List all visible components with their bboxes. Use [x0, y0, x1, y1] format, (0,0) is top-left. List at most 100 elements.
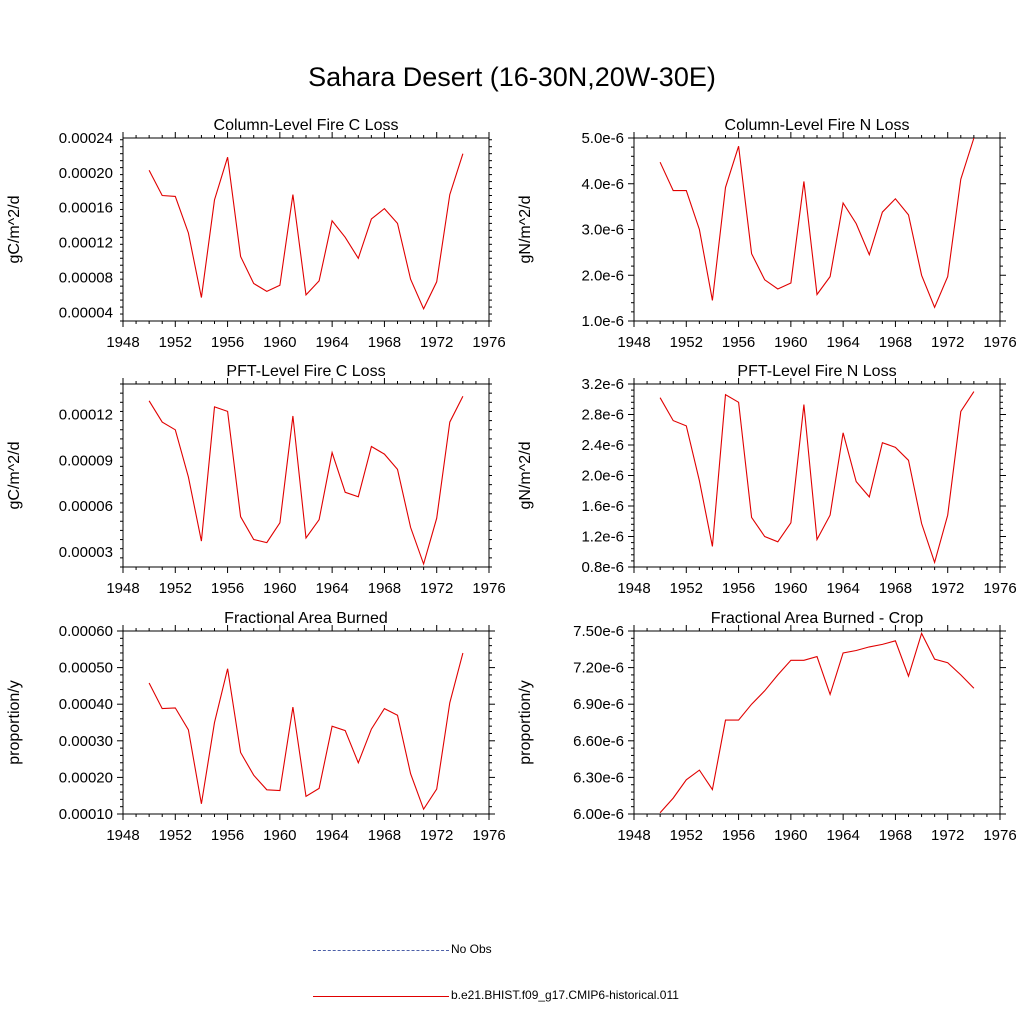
x-tick-label: 1960 [263, 827, 296, 844]
y-tick-label: 6.30e-6 [573, 769, 624, 786]
y-tick-label: 0.00016 [59, 200, 113, 217]
x-tick-label: 1956 [211, 827, 244, 844]
x-tick-label: 1948 [617, 334, 650, 351]
y-tick-label: 1.6e-6 [581, 498, 624, 515]
x-tick-label: 1972 [420, 580, 453, 597]
panel-title: Column-Level Fire N Loss [725, 117, 910, 134]
x-tick-label: 1952 [159, 580, 192, 597]
x-tick-label: 1968 [368, 827, 401, 844]
x-tick-label: 1952 [670, 580, 703, 597]
y-axis-label: gN/m^2/d [517, 196, 534, 264]
y-tick-label: 0.00010 [59, 806, 113, 823]
x-tick-label: 1976 [983, 580, 1016, 597]
x-tick-label: 1952 [670, 827, 703, 844]
panel-title: Column-Level Fire C Loss [214, 117, 399, 134]
x-tick-label: 1960 [774, 580, 807, 597]
plot-frame [122, 383, 490, 568]
x-tick-label: 1968 [879, 334, 912, 351]
x-tick-label: 1964 [315, 580, 348, 597]
series-line [148, 395, 464, 566]
x-tick-label: 1964 [315, 334, 348, 351]
plot-frame [122, 630, 490, 815]
x-tick-label: 1956 [722, 334, 755, 351]
y-tick-label: 0.00040 [59, 696, 113, 713]
x-tick-label: 1960 [263, 580, 296, 597]
y-tick-label: 0.00004 [59, 304, 113, 321]
y-tick-label: 0.00012 [59, 407, 113, 424]
y-tick-label: 3.2e-6 [581, 376, 624, 393]
y-axis-label: proportion/y [6, 680, 23, 765]
x-tick-label: 1964 [315, 827, 348, 844]
series-line [659, 391, 975, 565]
x-tick-label: 1968 [879, 827, 912, 844]
panel-title: PFT-Level Fire N Loss [737, 363, 896, 380]
y-tick-label: 0.00008 [59, 269, 113, 286]
y-axis-label: gC/m^2/d [6, 442, 23, 510]
panel-5: Fractional Area Burned proportion/y 1948 19… [6, 610, 506, 844]
series-line [148, 652, 464, 811]
x-tick-label: 1972 [931, 580, 964, 597]
x-tick-label: 1964 [826, 334, 859, 351]
y-tick-label: 0.00020 [59, 165, 113, 182]
y-tick-label: 2.8e-6 [581, 407, 624, 424]
y-tick-label: 0.00020 [59, 769, 113, 786]
x-tick-label: 1968 [368, 580, 401, 597]
panel-title: Fractional Area Burned - Crop [711, 610, 924, 627]
y-tick-label: 1.2e-6 [581, 529, 624, 546]
y-tick-label: 0.00012 [59, 235, 113, 252]
panel-title: Fractional Area Burned [224, 610, 388, 627]
x-tick-label: 1956 [211, 334, 244, 351]
y-tick-label: 7.20e-6 [573, 660, 624, 677]
x-tick-label: 1976 [472, 580, 505, 597]
y-axis-label: gN/m^2/d [517, 442, 534, 510]
y-tick-label: 2.4e-6 [581, 437, 624, 454]
x-tick-label: 1952 [159, 827, 192, 844]
series-line [659, 631, 975, 814]
x-tick-label: 1948 [617, 580, 650, 597]
x-tick-label: 1968 [368, 334, 401, 351]
y-axis-label: gC/m^2/d [6, 196, 23, 264]
y-tick-label: 0.00024 [59, 130, 113, 147]
series-line [659, 137, 975, 309]
y-tick-label: 7.50e-6 [573, 623, 624, 640]
panel-3: PFT-Level Fire C Loss gC/m^2/d 1948 1952 195… [6, 363, 506, 597]
y-axis-label: proportion/y [517, 680, 534, 765]
x-tick-label: 1948 [106, 580, 139, 597]
y-tick-label: 0.00030 [59, 733, 113, 750]
x-tick-label: 1948 [106, 334, 139, 351]
x-tick-label: 1960 [774, 827, 807, 844]
y-tick-label: 0.00050 [59, 660, 113, 677]
x-tick-label: 1964 [826, 827, 859, 844]
x-tick-label: 1956 [722, 580, 755, 597]
y-tick-label: 6.00e-6 [573, 806, 624, 823]
x-tick-label: 1976 [983, 827, 1016, 844]
figure-title: Sahara Desert (16-30N,20W-30E) [308, 62, 716, 92]
y-tick-label: 6.90e-6 [573, 696, 624, 713]
panel-4: PFT-Level Fire N Loss gN/m^2/d 1948 1952 195… [517, 363, 1017, 597]
y-tick-label: 0.00006 [59, 498, 113, 515]
panel-6: Fractional Area Burned - Crop proportion/… [517, 610, 1017, 844]
y-tick-label: 2.0e-6 [581, 468, 624, 485]
x-tick-label: 1952 [670, 334, 703, 351]
y-tick-label: 4.0e-6 [581, 176, 624, 193]
x-tick-label: 1972 [420, 334, 453, 351]
x-tick-label: 1976 [472, 827, 505, 844]
x-tick-label: 1964 [826, 580, 859, 597]
x-tick-label: 1972 [420, 827, 453, 844]
y-tick-label: 1.0e-6 [581, 313, 624, 330]
x-tick-label: 1972 [931, 827, 964, 844]
y-tick-label: 5.0e-6 [581, 130, 624, 147]
x-tick-label: 1948 [106, 827, 139, 844]
series-line [148, 153, 464, 311]
panel-title: PFT-Level Fire C Loss [226, 363, 385, 380]
x-tick-label: 1968 [879, 580, 912, 597]
x-tick-label: 1956 [211, 580, 244, 597]
y-tick-label: 0.8e-6 [581, 559, 624, 576]
x-tick-label: 1976 [472, 334, 505, 351]
x-tick-label: 1956 [722, 827, 755, 844]
y-tick-label: 0.00060 [59, 623, 113, 640]
y-tick-label: 0.00009 [59, 452, 113, 469]
panel-1: Column-Level Fire C Loss gC/m^2/d 1948 1952… [6, 117, 506, 351]
y-tick-label: 6.60e-6 [573, 733, 624, 750]
